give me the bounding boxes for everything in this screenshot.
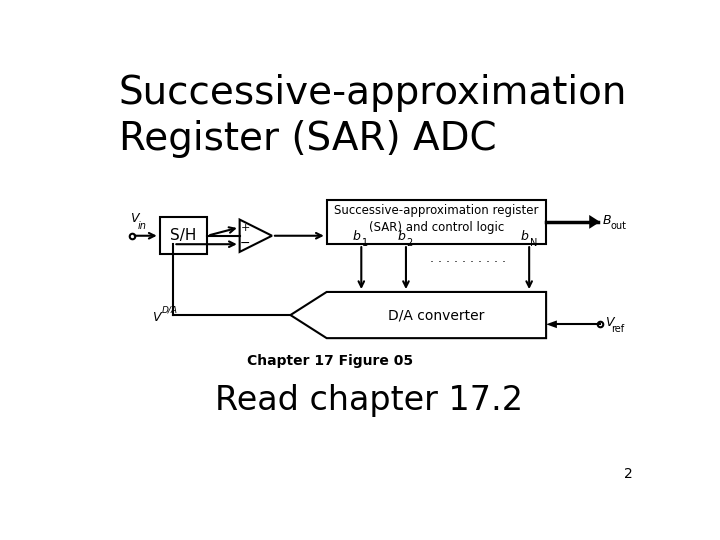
Text: in: in — [138, 221, 147, 231]
Text: . . . . . . . . . .: . . . . . . . . . . — [430, 252, 505, 265]
Text: V: V — [130, 212, 139, 225]
Text: −: − — [240, 237, 251, 250]
Bar — [327, 200, 546, 244]
Bar — [160, 217, 207, 254]
Text: Read chapter 17.2: Read chapter 17.2 — [215, 384, 523, 417]
Text: 2: 2 — [624, 467, 633, 481]
Text: b: b — [521, 230, 528, 242]
Text: 1: 1 — [362, 238, 368, 248]
Polygon shape — [589, 215, 600, 229]
Text: ref: ref — [611, 324, 625, 334]
Text: S/H: S/H — [170, 228, 197, 243]
Text: Successive-approximation
Register (SAR) ADC: Successive-approximation Register (SAR) … — [119, 74, 627, 158]
Text: b: b — [353, 230, 361, 242]
Text: Chapter 17 Figure 05: Chapter 17 Figure 05 — [248, 354, 413, 368]
Text: out: out — [610, 221, 626, 231]
Text: D/A converter: D/A converter — [388, 308, 485, 322]
Polygon shape — [546, 320, 557, 328]
Text: V: V — [152, 311, 161, 324]
Text: B: B — [603, 214, 612, 227]
Text: +: + — [240, 223, 250, 233]
Text: 2: 2 — [407, 238, 413, 248]
Polygon shape — [290, 292, 546, 338]
Text: Successive-approximation register
(SAR) and control logic: Successive-approximation register (SAR) … — [334, 204, 539, 234]
Text: V: V — [605, 316, 613, 329]
Polygon shape — [240, 220, 272, 252]
Text: b: b — [397, 230, 405, 242]
Text: D/A: D/A — [162, 306, 178, 315]
Text: N: N — [530, 238, 537, 248]
